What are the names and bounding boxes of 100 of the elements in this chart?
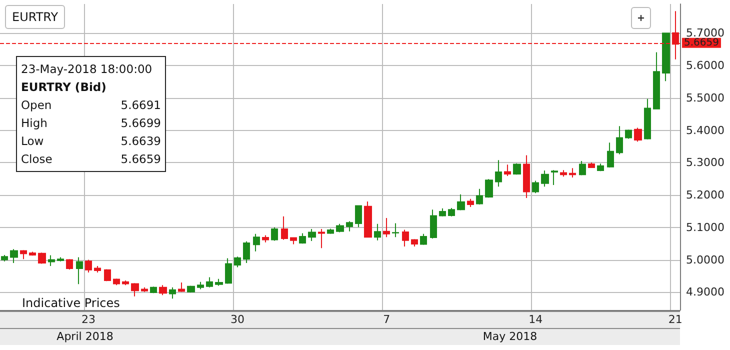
candlestick <box>364 201 372 238</box>
candlestick <box>662 32 670 82</box>
candlestick <box>308 228 316 242</box>
y-tick-label: 5.3000 <box>686 156 724 170</box>
candlestick <box>402 229 409 248</box>
candlestick <box>243 240 250 264</box>
text: April 2018 <box>56 330 114 343</box>
candlestick <box>430 209 437 239</box>
candlestick <box>420 233 427 246</box>
candlestick <box>159 284 167 296</box>
y-tick-label: 5.0000 <box>686 253 724 266</box>
y-tick-label: 5.4000 <box>686 124 724 137</box>
candlestick <box>66 258 73 270</box>
candlestick <box>141 286 148 292</box>
candlestick <box>634 127 642 142</box>
candlestick <box>625 129 632 140</box>
y-tick-label: 4.9000 <box>686 286 724 299</box>
x-tick-label: 30 <box>230 313 245 326</box>
candlestick <box>457 194 465 211</box>
candlestick <box>1 254 8 262</box>
y-tick-label: 5.1000 <box>686 220 724 234</box>
candlestick <box>76 256 83 285</box>
annotation: 5.6639 <box>120 133 161 150</box>
y-tick-label: 5.2000 <box>686 188 724 202</box>
candlestick <box>439 208 446 217</box>
candlestick <box>178 282 185 292</box>
candlestick <box>588 162 595 168</box>
candlestick <box>653 52 660 110</box>
candlestick <box>150 286 157 294</box>
candlestick <box>607 142 614 168</box>
candlestick <box>48 254 55 266</box>
candlestick <box>290 237 297 245</box>
candlestick <box>476 188 483 205</box>
annotation: 5.6699 <box>120 115 161 132</box>
candlestick <box>551 170 558 186</box>
candlestick <box>187 285 195 294</box>
candlestick <box>485 178 493 198</box>
x-tick-label: 23 <box>81 313 96 326</box>
candlestick <box>299 232 306 244</box>
candlestick <box>327 228 334 234</box>
candlestick <box>104 268 111 282</box>
text: EURTRY <box>5 5 66 29</box>
candlestick <box>336 223 344 233</box>
candlestick <box>38 252 46 264</box>
candlestick <box>523 154 530 198</box>
x-tick-label: 21 <box>668 313 682 326</box>
candlestick <box>225 258 232 284</box>
text: May 2018 <box>482 330 538 343</box>
candlestick <box>597 163 604 172</box>
candlestick <box>131 282 139 297</box>
ref-line-label: 5.6659 <box>684 37 719 48</box>
candlestick <box>532 180 539 194</box>
candlestick <box>271 226 278 242</box>
candlestick <box>616 126 623 155</box>
x-tick-label: 14 <box>528 313 543 326</box>
annotation: 5.6659 <box>120 151 161 168</box>
candlestick <box>253 233 260 252</box>
candlestick <box>29 251 36 256</box>
candlestick <box>346 220 353 232</box>
candlestick <box>560 170 567 178</box>
candlestick <box>495 160 502 188</box>
candlestick <box>411 238 418 248</box>
candlestick <box>94 265 101 273</box>
candlestick <box>85 259 92 273</box>
y-tick-label: 5.6000 <box>686 59 724 72</box>
candlestick <box>392 222 399 238</box>
annotation: Indicative Prices <box>22 296 120 310</box>
candlestick <box>541 170 549 188</box>
candlestick <box>448 208 455 217</box>
candlestick <box>262 234 269 243</box>
annotation: 23-May-2018 18:00:00 <box>21 61 154 78</box>
candlestick <box>467 198 474 208</box>
candlestick <box>20 250 27 260</box>
candlestick <box>113 278 120 286</box>
candlestick <box>569 168 576 178</box>
candlestick <box>513 162 521 176</box>
candlestick <box>383 218 390 238</box>
candlestick <box>579 160 586 176</box>
candlestick <box>169 286 176 300</box>
annotation: Close <box>21 151 52 168</box>
candlestick <box>318 228 325 249</box>
candlestick <box>206 276 213 288</box>
candlestick <box>197 281 204 290</box>
candlestick <box>215 278 223 286</box>
annotation: Open <box>21 97 52 114</box>
candlestick <box>374 223 381 241</box>
x-tick-label: 7 <box>383 313 390 326</box>
annotation: Low <box>21 133 44 150</box>
candlestick <box>122 280 129 286</box>
candlestick <box>10 248 18 264</box>
candlestick <box>57 256 64 262</box>
y-tick-label: 5.5000 <box>686 91 724 104</box>
annotation: 5.6691 <box>120 97 161 114</box>
candlestick <box>234 256 241 268</box>
candlestick <box>644 98 651 140</box>
candlestick <box>355 205 362 228</box>
annotation: High <box>21 115 48 132</box>
candlestick <box>504 164 511 176</box>
annotation: EURTRY (Bid) <box>21 79 108 96</box>
candlestick <box>281 216 288 240</box>
